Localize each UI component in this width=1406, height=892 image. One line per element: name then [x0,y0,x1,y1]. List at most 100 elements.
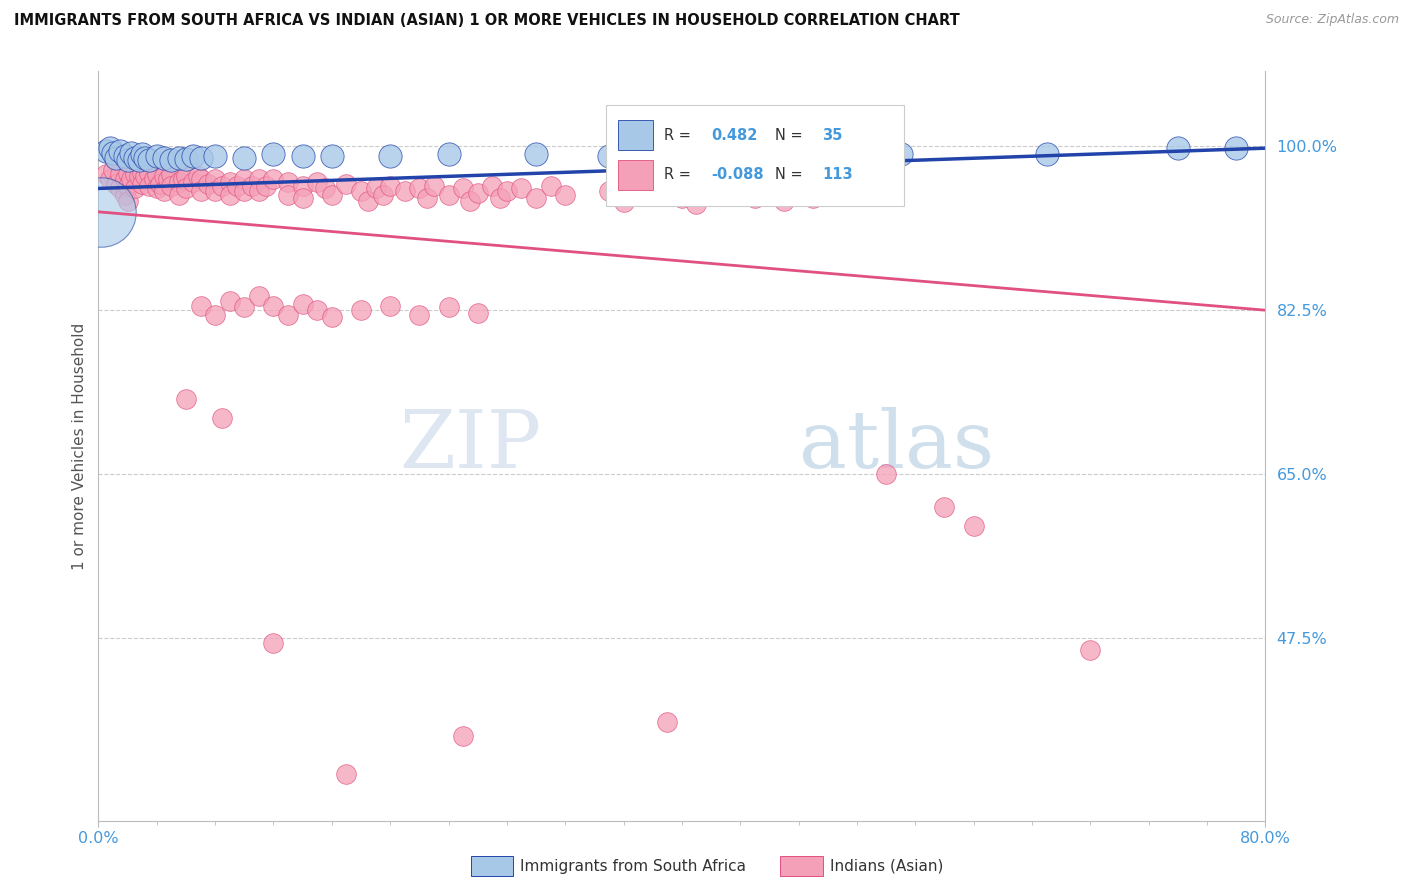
Point [233,151,256,165]
Point [437,146,460,161]
Point [350,303,373,318]
Point [451,730,474,744]
Point [160,178,183,193]
Point [875,467,897,482]
Point [174,392,197,407]
Point [117,153,139,168]
Point [101,162,124,177]
Point [524,191,547,205]
Text: ZIP: ZIP [399,407,541,485]
Point [1225,141,1247,155]
Point [149,177,172,191]
Point [117,194,139,208]
FancyBboxPatch shape [617,160,652,190]
Point [1167,141,1189,155]
Point [101,145,124,160]
Point [117,165,139,179]
Point [671,149,693,163]
Point [114,188,136,202]
Text: R =: R = [665,168,696,182]
Text: N =: N = [775,168,807,182]
Text: IMMIGRANTS FROM SOUTH AFRICA VS INDIAN (ASIAN) 1 OR MORE VEHICLES IN HOUSEHOLD C: IMMIGRANTS FROM SOUTH AFRICA VS INDIAN (… [14,13,960,29]
Point [380,149,402,163]
Point [801,191,824,205]
Point [598,149,620,163]
Point [685,197,707,211]
Y-axis label: 1 or more Vehicles in Household: 1 or more Vehicles in Household [72,322,87,570]
Point [277,175,299,189]
Point [657,715,679,730]
Point [408,181,430,195]
Point [380,178,402,193]
Point [335,767,357,781]
Point [380,299,402,313]
Point [437,301,460,315]
Point [657,177,679,191]
Point [128,169,150,184]
Point [612,195,634,210]
Point [138,165,160,179]
Point [314,181,336,195]
Point [174,181,197,195]
Point [321,188,343,202]
Text: Immigrants from South Africa: Immigrants from South Africa [520,859,747,873]
Point [758,178,780,193]
Point [204,149,226,163]
Point [962,518,984,533]
Point [174,169,197,184]
Point [211,411,233,425]
Point [307,175,329,189]
Point [488,191,510,205]
Point [744,191,766,205]
Point [110,144,132,158]
Text: -0.088: -0.088 [711,168,763,182]
Text: atlas: atlas [799,407,994,485]
Point [104,177,127,191]
Point [350,184,373,198]
Point [124,181,146,195]
Point [138,153,160,168]
Point [218,188,240,202]
Point [146,181,169,195]
Text: N =: N = [775,128,807,143]
Point [104,151,127,165]
Point [598,184,620,198]
Point [262,172,284,186]
Point [671,191,693,205]
Point [415,191,437,205]
Point [540,178,562,193]
Text: Indians (Asian): Indians (Asian) [830,859,943,873]
Point [254,178,277,193]
Point [364,181,387,195]
Point [98,141,121,155]
Point [128,153,150,168]
Text: 113: 113 [823,168,852,182]
Point [226,178,249,193]
Point [190,151,212,165]
Point [98,172,121,186]
Point [146,168,169,182]
Point [423,178,446,193]
Point [335,177,357,191]
Point [1035,146,1057,161]
Point [110,181,132,195]
Point [467,306,489,320]
Point [524,146,547,161]
Point [218,293,240,308]
Point [167,175,190,189]
Point [481,178,503,193]
Text: R =: R = [665,128,696,143]
Point [262,299,284,313]
Point [233,184,256,198]
Point [174,153,197,167]
Point [218,175,240,189]
Point [744,146,766,161]
Point [307,303,329,318]
Point [94,144,117,158]
Point [153,151,176,165]
Point [277,308,299,322]
Point [714,184,737,198]
Point [437,188,460,202]
Point [247,184,270,198]
Point [190,184,212,198]
